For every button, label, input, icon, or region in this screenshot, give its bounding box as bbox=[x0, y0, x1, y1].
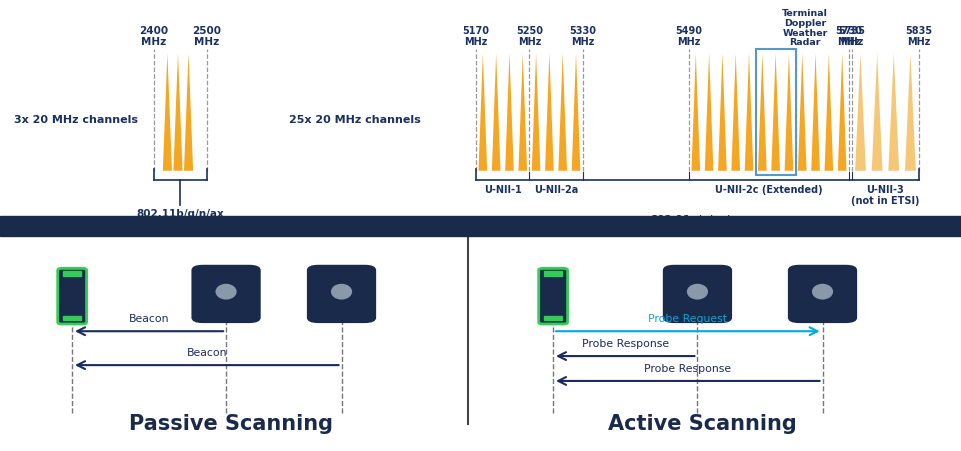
Polygon shape bbox=[184, 54, 193, 171]
Text: 5835
MHz: 5835 MHz bbox=[904, 26, 931, 47]
Polygon shape bbox=[797, 54, 805, 171]
FancyBboxPatch shape bbox=[58, 269, 86, 324]
Polygon shape bbox=[162, 54, 172, 171]
Ellipse shape bbox=[215, 284, 236, 300]
Text: 2500
MHz: 2500 MHz bbox=[192, 26, 221, 47]
Polygon shape bbox=[871, 54, 881, 171]
Text: U-NII-2c (Extended): U-NII-2c (Extended) bbox=[714, 185, 822, 195]
Bar bbox=[755, 50, 795, 176]
Text: 5330
MHz: 5330 MHz bbox=[569, 26, 596, 47]
FancyBboxPatch shape bbox=[538, 269, 567, 324]
Text: Terminal
Doppler
Weather
Radar: Terminal Doppler Weather Radar bbox=[781, 9, 827, 47]
Text: Beacon: Beacon bbox=[186, 347, 227, 357]
Text: 5250
MHz: 5250 MHz bbox=[515, 26, 542, 47]
Text: Probe Response: Probe Response bbox=[581, 338, 668, 348]
Polygon shape bbox=[518, 54, 527, 171]
Polygon shape bbox=[491, 54, 500, 171]
Polygon shape bbox=[854, 54, 865, 171]
Bar bbox=[63, 272, 81, 276]
Text: U-NII-1: U-NII-1 bbox=[483, 185, 521, 195]
Polygon shape bbox=[771, 54, 779, 171]
Polygon shape bbox=[730, 54, 739, 171]
Text: 5735
MHz: 5735 MHz bbox=[838, 26, 865, 47]
Polygon shape bbox=[904, 54, 915, 171]
Polygon shape bbox=[717, 54, 726, 171]
FancyBboxPatch shape bbox=[191, 265, 260, 323]
Polygon shape bbox=[173, 54, 183, 171]
Bar bbox=[0, 216, 961, 237]
FancyBboxPatch shape bbox=[307, 265, 376, 323]
Polygon shape bbox=[571, 54, 579, 171]
Text: Beacon: Beacon bbox=[129, 313, 169, 323]
Polygon shape bbox=[757, 54, 766, 171]
Polygon shape bbox=[545, 54, 554, 171]
Ellipse shape bbox=[686, 284, 707, 300]
Polygon shape bbox=[557, 54, 566, 171]
Text: 5730
MHz: 5730 MHz bbox=[834, 26, 861, 47]
Bar bbox=[63, 316, 81, 321]
Polygon shape bbox=[887, 54, 899, 171]
Polygon shape bbox=[810, 54, 819, 171]
Text: 5490
MHz: 5490 MHz bbox=[675, 26, 702, 47]
Polygon shape bbox=[505, 54, 513, 171]
FancyBboxPatch shape bbox=[662, 265, 731, 323]
Ellipse shape bbox=[811, 284, 832, 300]
Ellipse shape bbox=[331, 284, 352, 300]
Polygon shape bbox=[691, 54, 700, 171]
Bar bbox=[544, 272, 561, 276]
Text: U-NII-3
(not in ETSI): U-NII-3 (not in ETSI) bbox=[850, 185, 919, 206]
Text: Active Scanning: Active Scanning bbox=[607, 413, 796, 433]
Polygon shape bbox=[784, 54, 793, 171]
Text: 25x 20 MHz channels: 25x 20 MHz channels bbox=[288, 115, 420, 124]
Text: 3x 20 MHz channels: 3x 20 MHz channels bbox=[14, 115, 138, 124]
Text: 802.11b/g/n/ax: 802.11b/g/n/ax bbox=[136, 208, 224, 218]
Text: Probe Request: Probe Request bbox=[648, 313, 727, 323]
Polygon shape bbox=[824, 54, 832, 171]
Text: 802.11a/n/ac/ax: 802.11a/n/ac/ax bbox=[651, 214, 743, 224]
Polygon shape bbox=[744, 54, 752, 171]
Bar bbox=[544, 316, 561, 321]
Text: U-NII-2a: U-NII-2a bbox=[533, 185, 578, 195]
Text: Probe Response: Probe Response bbox=[644, 363, 730, 373]
Text: Passive Scanning: Passive Scanning bbox=[129, 413, 333, 433]
Polygon shape bbox=[837, 54, 846, 171]
FancyBboxPatch shape bbox=[787, 265, 856, 323]
Text: 2400
MHz: 2400 MHz bbox=[139, 26, 168, 47]
Polygon shape bbox=[478, 54, 486, 171]
Text: 5170
MHz: 5170 MHz bbox=[462, 26, 489, 47]
Polygon shape bbox=[531, 54, 540, 171]
Polygon shape bbox=[704, 54, 713, 171]
